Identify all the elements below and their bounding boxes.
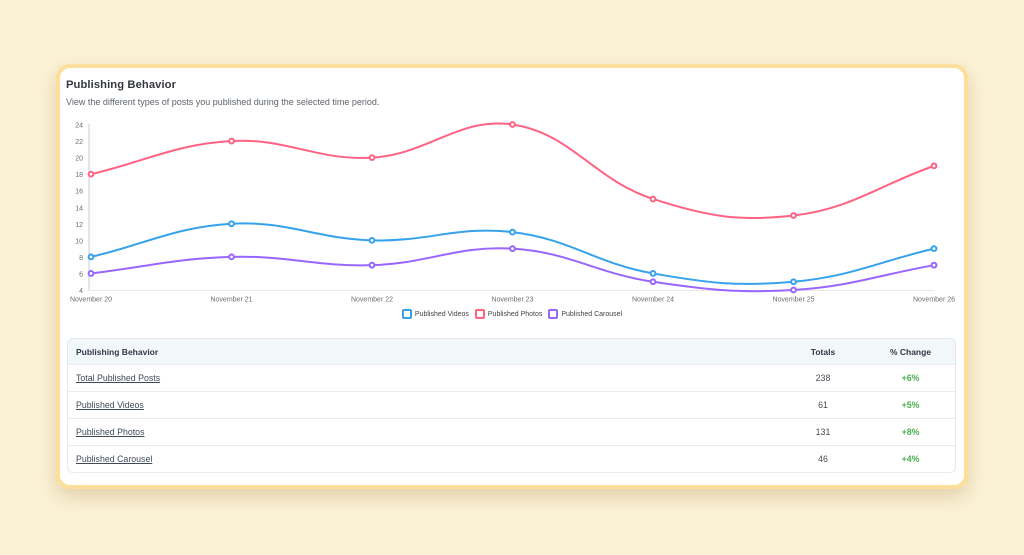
card-subtitle: View the different types of posts you pu… [66, 97, 380, 107]
data-point-published-carousel [790, 286, 797, 294]
data-point-published-photos [649, 195, 657, 203]
metric-cell: Total Published Posts [67, 365, 780, 392]
publishing-stats-table: Publishing Behavior Totals % Change Tota… [67, 338, 956, 473]
data-point-published-carousel [649, 278, 657, 286]
metric-link-published-videos[interactable]: Published Videos [76, 400, 144, 410]
legend-label: Published Videos [414, 310, 469, 318]
y-axis-tick-label: 20 [75, 156, 83, 163]
data-point-published-photos [930, 162, 938, 170]
total-value: 46 [780, 446, 866, 473]
legend-label: Published Carousel [561, 310, 623, 318]
y-axis-tick-label: 16 [75, 189, 83, 196]
metric-link-published-photos[interactable]: Published Photos [76, 427, 145, 437]
table-row-published-videos: Published Videos 61 +5% [67, 392, 956, 419]
data-point-published-videos [649, 270, 657, 277]
x-axis-tick-label: November 23 [491, 297, 533, 304]
data-point-published-photos [509, 121, 516, 128]
y-axis-tick-label: 12 [75, 222, 83, 229]
y-axis-tick-label: 18 [75, 172, 83, 179]
legend-item-published-photos[interactable]: Published Photos [474, 309, 543, 319]
publishing-behavior-card: Publishing Behavior View the different t… [56, 64, 968, 489]
data-point-published-carousel [87, 270, 95, 277]
table-header-row: Publishing Behavior Totals % Change [67, 338, 956, 365]
y-axis-tick-label: 22 [75, 139, 83, 146]
y-axis-tick-label: 6 [79, 271, 83, 278]
column-header-percent-change: % Change [866, 338, 956, 365]
data-point-published-photos [368, 154, 376, 161]
card-title: Publishing Behavior [66, 79, 177, 91]
metric-cell: Published Carousel [67, 446, 780, 473]
legend-item-published-carousel[interactable]: Published Carousel [548, 309, 622, 319]
y-axis-tick-label: 8 [79, 255, 83, 262]
metric-cell: Published Videos [67, 392, 780, 419]
data-point-published-carousel [930, 261, 938, 269]
data-point-published-videos [368, 236, 376, 244]
metric-cell: Published Photos [67, 419, 780, 446]
legend-label: Published Photos [487, 310, 543, 318]
percent-change-value: +6% [866, 365, 956, 392]
percent-change-value: +4% [866, 446, 956, 473]
metric-link-total-published-posts[interactable]: Total Published Posts [76, 373, 161, 383]
y-axis-tick-label: 14 [75, 205, 83, 212]
publishing-line-chart: 24 22 20 18 16 14 12 10 8 6 4 November 20 November 2… [70, 121, 955, 304]
x-axis-tick-label: November 21 [210, 297, 252, 304]
x-axis-tick-label: November 22 [351, 297, 393, 304]
data-point-published-photos [87, 170, 95, 178]
table-row-total-published-posts: Total Published Posts 238 +6% [67, 365, 956, 392]
legend-item-published-videos[interactable]: Published Videos [401, 309, 469, 319]
data-point-published-carousel [509, 245, 516, 253]
line-series-published-carousel [90, 247, 935, 293]
data-point-published-videos [509, 228, 516, 236]
legend-swatch-icon [548, 309, 559, 319]
total-value: 61 [780, 392, 866, 419]
data-point-published-carousel [368, 261, 376, 269]
chart-legend: Published Videos Published Photos Publishe… [60, 308, 964, 320]
y-axis-tick-label: 4 [79, 288, 83, 295]
data-point-published-videos [87, 253, 95, 261]
data-point-published-carousel [228, 253, 235, 261]
total-value: 238 [780, 365, 866, 392]
legend-swatch-icon [401, 309, 412, 319]
table-row-published-carousel: Published Carousel 46 +4% [67, 446, 956, 473]
table-body: Total Published Posts 238 +6% Published Vid… [67, 365, 956, 473]
column-header-totals: Totals [780, 338, 866, 365]
data-point-published-photos [228, 137, 235, 145]
data-point-published-photos [790, 212, 797, 219]
x-axis-tick-label: November 24 [632, 297, 674, 304]
x-axis-tick-label: November 20 [70, 297, 112, 304]
data-point-published-videos [228, 220, 235, 228]
x-axis-tick-label: November 26 [913, 297, 955, 304]
percent-change-value: +8% [866, 419, 956, 446]
table-row-published-photos: Published Photos 131 +8% [67, 419, 956, 446]
y-axis-tick-label: 10 [75, 238, 83, 245]
data-point-published-videos [790, 278, 797, 286]
data-point-published-videos [930, 245, 938, 253]
line-series-published-photos [90, 122, 935, 220]
column-header-publishing-behavior: Publishing Behavior [67, 338, 780, 365]
legend-swatch-icon [474, 309, 485, 319]
card-content: Publishing Behavior View the different t… [60, 68, 964, 485]
metric-link-published-carousel[interactable]: Published Carousel [76, 454, 153, 464]
y-axis-tick-label: 24 [75, 123, 83, 130]
x-axis-tick-label: November 25 [772, 297, 814, 304]
percent-change-value: +5% [866, 392, 956, 419]
total-value: 131 [780, 419, 866, 446]
